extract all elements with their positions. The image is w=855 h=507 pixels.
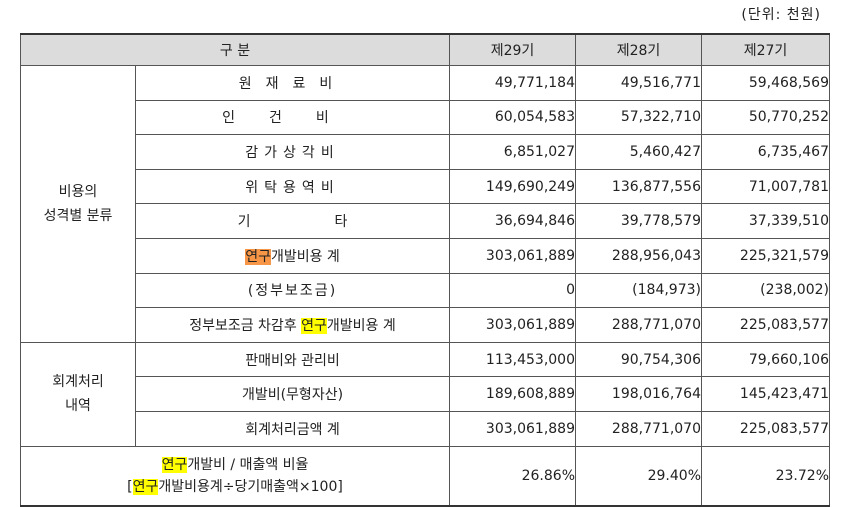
- cell-value: 136,877,556: [575, 168, 702, 205]
- cell-value: 23.72%: [701, 445, 830, 507]
- cell-value: 57,322,710: [575, 99, 702, 136]
- highlight-yellow: 연구: [301, 317, 327, 334]
- cell-value: 225,321,579: [701, 237, 830, 274]
- row-label-sga: 판매비와 관리비: [135, 341, 450, 378]
- cell-value: 37,339,510: [701, 203, 830, 239]
- table-row: 연구개발비용 계 303,061,889 288,956,043 225,321…: [21, 237, 830, 274]
- group-cost-by-nature: 비용의 성격별 분류: [20, 65, 136, 343]
- row-label-rnd-total: 연구개발비용 계: [135, 237, 450, 274]
- cell-value: 149,690,249: [449, 168, 576, 205]
- cell-value: 29.40%: [575, 445, 702, 507]
- table-row: 회계처리 내역 판매비와 관리비 113,453,000 90,754,306 …: [20, 341, 830, 447]
- table-row: 감가상각비 6,851,027 5,460,427 6,735,467: [21, 134, 830, 170]
- group-accounting: 회계처리 내역: [20, 341, 136, 447]
- cell-value: 49,516,771: [575, 65, 702, 101]
- highlight-orange: 연구: [245, 248, 271, 265]
- cell-value: 79,660,106: [701, 341, 830, 378]
- group-label-line1: 회계처리: [52, 374, 104, 391]
- table-row: 비용의 성격별 분류 원재료비 49,771,184 49,516,771 59…: [20, 65, 830, 343]
- cell-value: 225,083,577: [701, 307, 830, 343]
- table-row: 인건비 60,054,583 57,322,710 50,770,252: [21, 99, 830, 136]
- table-header-row: 구 분 제29기 제28기 제27기: [20, 33, 830, 66]
- table-row: 회계처리금액 계 303,061,889 288,771,070 225,083…: [21, 410, 830, 447]
- cell-value: 36,694,846: [449, 203, 576, 239]
- row-label-ratio: 연구개발비 / 매출액 비율 [연구개발비용계÷당기매출액×100]: [20, 445, 450, 507]
- cell-value: 26.86%: [449, 445, 576, 507]
- cell-value: 39,778,579: [575, 203, 702, 239]
- header-period-29: 제29기: [449, 33, 576, 66]
- header-category: 구 분: [20, 33, 450, 66]
- table-row: 정부보조금 차감후 연구개발비용 계 303,061,889 288,771,0…: [21, 307, 830, 343]
- cell-value: (184,973): [575, 272, 702, 309]
- cell-value: 113,453,000: [449, 341, 576, 378]
- cell-value: 288,771,070: [575, 307, 702, 343]
- rnd-cost-table: 구 분 제29기 제28기 제27기 비용의 성격별 분류 원재료비 49,77…: [20, 33, 830, 507]
- cell-value: 198,016,764: [575, 376, 702, 412]
- row-label-outsourcing: 위탁용역비: [135, 168, 450, 205]
- table-row: 위탁용역비 149,690,249 136,877,556 71,007,781: [21, 168, 830, 205]
- group-label-line2: 내역: [65, 398, 91, 415]
- cell-value: 288,956,043: [575, 237, 702, 274]
- group-label-line2: 성격별 분류: [43, 207, 113, 224]
- cell-value: 189,608,889: [449, 376, 576, 412]
- row-label-capitalized: 개발비(무형자산): [135, 376, 450, 412]
- cell-value: (238,002): [701, 272, 830, 309]
- highlight-yellow: 연구: [161, 456, 188, 473]
- table-row-ratio: 연구개발비 / 매출액 비율 [연구개발비용계÷당기매출액×100] 26.86…: [20, 445, 830, 507]
- row-label-raw-materials: 원재료비: [135, 65, 450, 101]
- unit-note: (단위: 천원): [741, 7, 821, 23]
- cell-value: 50,770,252: [701, 99, 830, 136]
- group-label-line1: 비용의: [58, 183, 98, 200]
- row-label-accounting-total: 회계처리금액 계: [135, 410, 450, 447]
- cell-value: 90,754,306: [575, 341, 702, 378]
- cell-value: 5,460,427: [575, 134, 702, 170]
- row-label-labor: 인건비: [135, 99, 450, 136]
- row-label-gov-subsidy: (정부보조금): [135, 272, 450, 309]
- header-period-27: 제27기: [701, 33, 830, 66]
- cell-value: 303,061,889: [449, 237, 576, 274]
- cell-value: 303,061,889: [449, 410, 576, 447]
- cell-value: 288,771,070: [575, 410, 702, 447]
- highlight-yellow: 연구: [132, 478, 159, 495]
- cell-value: 71,007,781: [701, 168, 830, 205]
- header-period-28: 제28기: [575, 33, 702, 66]
- cell-value: 6,735,467: [701, 134, 830, 170]
- cell-value: 49,771,184: [449, 65, 576, 101]
- table-row: (정부보조금) 0 (184,973) (238,002): [21, 272, 830, 309]
- row-label-net-of-subsidy: 정부보조금 차감후 연구개발비용 계: [135, 307, 450, 343]
- cell-value: 59,468,569: [701, 65, 830, 101]
- table-row: 개발비(무형자산) 189,608,889 198,016,764 145,42…: [21, 376, 830, 412]
- cell-value: 6,851,027: [449, 134, 576, 170]
- cell-value: 0: [449, 272, 576, 309]
- cell-value: 303,061,889: [449, 307, 576, 343]
- cell-value: 145,423,471: [701, 376, 830, 412]
- row-label-depreciation: 감가상각비: [135, 134, 450, 170]
- cell-value: 225,083,577: [701, 410, 830, 447]
- cell-value: 60,054,583: [449, 99, 576, 136]
